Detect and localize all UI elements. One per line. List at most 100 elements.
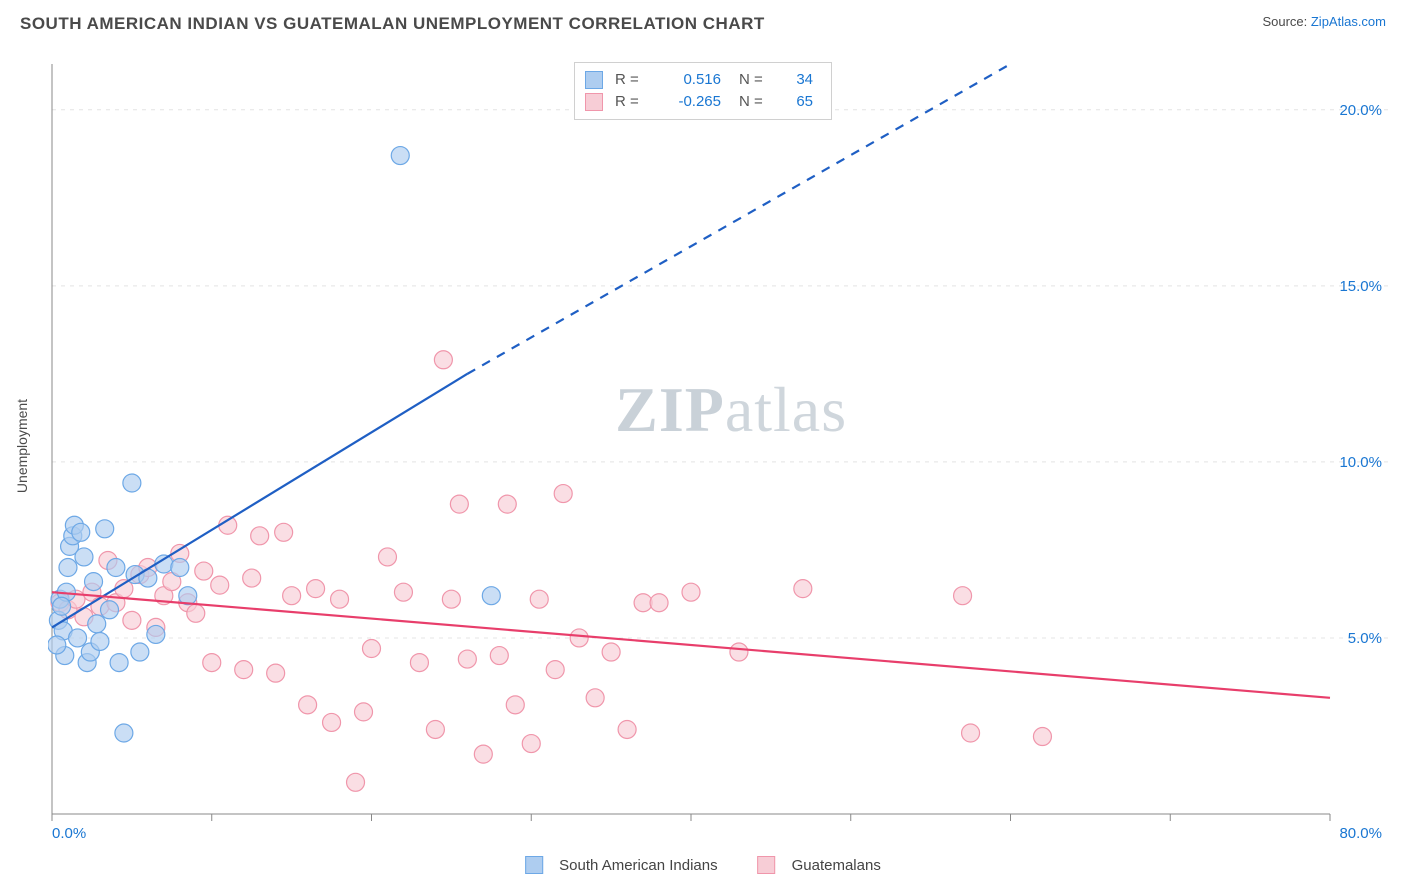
data-point [243,569,261,587]
data-point [442,590,460,608]
corr-n-value: 34 [785,69,813,91]
data-point [72,523,90,541]
data-point [363,640,381,658]
corr-row: R = -0.265 N = 65 [585,91,813,113]
data-point [211,576,229,594]
data-point [203,654,221,672]
data-point [586,689,604,707]
data-point [235,661,253,679]
data-point [355,703,373,721]
corr-r-value: -0.265 [657,91,721,113]
data-point [570,629,588,647]
swatch-icon [525,856,543,874]
data-point [101,601,119,619]
data-point [171,559,189,577]
y-axis-label: Unemployment [14,399,30,493]
corr-row: R = 0.516 N = 34 [585,69,813,91]
data-point [522,735,540,753]
data-point [546,661,564,679]
data-point [410,654,428,672]
data-point [147,625,165,643]
x-tick-label: 80.0% [1339,825,1382,842]
data-point [110,654,128,672]
data-point [107,559,125,577]
data-point [187,604,205,622]
y-tick-label: 10.0% [1339,454,1382,471]
y-tick-label: 15.0% [1339,278,1382,295]
legend-item: South American Indians [525,856,717,874]
data-point [307,580,325,598]
corr-r-label: R = [615,69,651,91]
legend-item: Guatemalans [758,856,881,874]
data-point [195,562,213,580]
data-point [59,559,77,577]
data-point [347,773,365,791]
data-point [498,495,516,513]
data-point [474,745,492,763]
data-point [634,594,652,612]
y-tick-label: 5.0% [1348,630,1382,647]
trend-line [52,592,1330,698]
data-point [954,587,972,605]
data-point [123,474,141,492]
legend-label: South American Indians [559,857,717,874]
corr-r-label: R = [615,91,651,113]
corr-n-value: 65 [785,91,813,113]
data-point [267,664,285,682]
source-link[interactable]: ZipAtlas.com [1311,14,1386,29]
data-point [682,583,700,601]
corr-n-label: N = [739,69,779,91]
source-label: Source: ZipAtlas.com [1262,14,1386,29]
corr-n-label: N = [739,91,779,113]
x-tick-label: 0.0% [52,825,86,842]
chart-title: SOUTH AMERICAN INDIAN VS GUATEMALAN UNEM… [20,14,765,34]
data-point [378,548,396,566]
data-point [1033,728,1051,746]
data-point [115,724,133,742]
data-point [554,485,572,503]
data-point [426,720,444,738]
data-point [88,615,106,633]
y-tick-label: 20.0% [1339,102,1382,119]
corr-r-value: 0.516 [657,69,721,91]
data-point [391,147,409,165]
swatch-icon [585,93,603,111]
legend: South American Indians Guatemalans [525,856,881,874]
data-point [506,696,524,714]
swatch-icon [758,856,776,874]
legend-label: Guatemalans [792,857,881,874]
data-point [251,527,269,545]
swatch-icon [585,71,603,89]
data-point [650,594,668,612]
data-point [275,523,293,541]
data-point [91,632,109,650]
data-point [323,713,341,731]
source-prefix: Source: [1262,14,1310,29]
data-point [48,636,66,654]
data-point [331,590,349,608]
data-point [602,643,620,661]
data-point [75,548,93,566]
chart-area: 5.0% 10.0% 15.0% 20.0% 0.0% 80.0% [48,60,1388,842]
data-point [530,590,548,608]
data-point [394,583,412,601]
data-point [618,720,636,738]
data-point [962,724,980,742]
data-point [85,573,103,591]
data-point [490,647,508,665]
correlation-box: R = 0.516 N = 34 R = -0.265 N = 65 [574,62,832,120]
data-point [299,696,317,714]
chart-svg: 5.0% 10.0% 15.0% 20.0% 0.0% 80.0% [48,60,1388,842]
data-point [123,611,141,629]
data-point [283,587,301,605]
data-point [730,643,748,661]
data-point [131,643,149,661]
data-point [482,587,500,605]
data-point [434,351,452,369]
data-point [96,520,114,538]
data-point [794,580,812,598]
data-point [69,629,87,647]
data-point [450,495,468,513]
data-point [458,650,476,668]
data-point [53,597,71,615]
